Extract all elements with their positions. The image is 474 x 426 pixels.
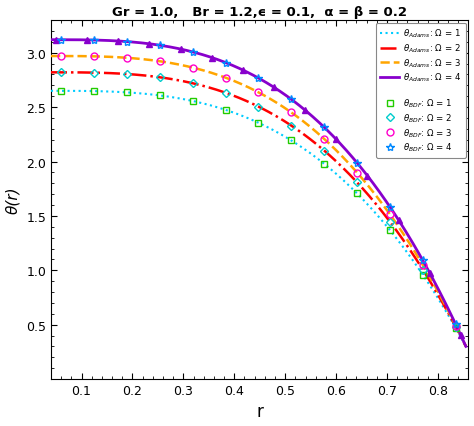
Y-axis label: θ(r): θ(r): [6, 186, 20, 214]
Legend: $\theta_{Adams}$: $\Omega$ = 1, $\theta_{Adams}$: $\Omega$ = 2, $\theta_{Adams}$: $\theta_{Adams}$: $\Omega$ = 1, $\theta_…: [376, 23, 466, 158]
Title: Gr = 1.0,   Br = 1.2,ϵ = 0.1,  α = β = 0.2: Gr = 1.0, Br = 1.2,ϵ = 0.1, α = β = 0.2: [112, 6, 407, 18]
X-axis label: r: r: [256, 403, 263, 420]
